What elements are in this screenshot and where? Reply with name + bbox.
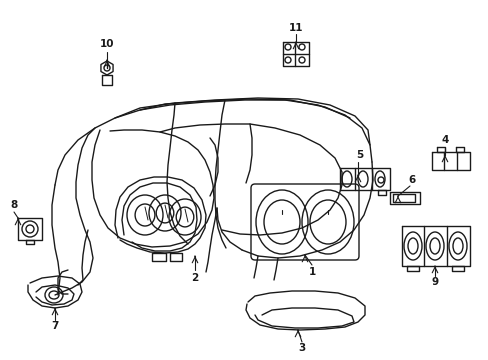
Text: 8: 8 — [10, 200, 18, 210]
Text: 4: 4 — [440, 135, 448, 145]
Text: 11: 11 — [288, 23, 303, 33]
Text: 2: 2 — [191, 273, 198, 283]
Text: 1: 1 — [308, 267, 315, 277]
Text: 3: 3 — [298, 343, 305, 353]
Text: 6: 6 — [407, 175, 415, 185]
Text: 9: 9 — [430, 277, 438, 287]
Text: 7: 7 — [51, 321, 59, 331]
Text: 5: 5 — [356, 150, 363, 160]
Text: 10: 10 — [100, 39, 114, 49]
